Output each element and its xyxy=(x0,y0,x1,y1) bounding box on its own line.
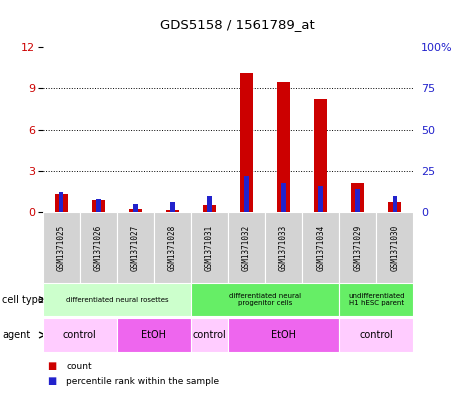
Text: percentile rank within the sample: percentile rank within the sample xyxy=(66,377,219,386)
Bar xyxy=(191,318,228,352)
Bar xyxy=(228,318,339,352)
Bar xyxy=(339,212,376,283)
Text: GSM1371031: GSM1371031 xyxy=(205,224,214,271)
Text: differentiated neural
progenitor cells: differentiated neural progenitor cells xyxy=(229,293,301,306)
Bar xyxy=(117,318,191,352)
Bar xyxy=(170,202,175,212)
Bar xyxy=(392,196,397,212)
Text: cell type: cell type xyxy=(2,295,44,305)
Bar xyxy=(117,212,154,283)
Bar xyxy=(302,212,339,283)
Bar xyxy=(339,283,413,316)
Text: GSM1371032: GSM1371032 xyxy=(242,224,251,271)
Bar xyxy=(281,182,286,212)
Text: GSM1371027: GSM1371027 xyxy=(131,224,140,271)
Bar xyxy=(133,204,138,212)
Text: GSM1371034: GSM1371034 xyxy=(316,224,325,271)
Text: GSM1371030: GSM1371030 xyxy=(390,224,399,271)
Text: GSM1371026: GSM1371026 xyxy=(94,224,103,271)
Text: EtOH: EtOH xyxy=(142,330,166,340)
Bar xyxy=(314,99,327,212)
Bar xyxy=(191,212,228,283)
Bar xyxy=(355,189,360,212)
Bar xyxy=(43,283,191,316)
Text: ■: ■ xyxy=(48,361,57,371)
Bar xyxy=(265,212,302,283)
Bar xyxy=(203,205,216,212)
Text: control: control xyxy=(63,330,97,340)
Text: EtOH: EtOH xyxy=(271,330,296,340)
Bar xyxy=(351,183,364,212)
Bar xyxy=(92,200,105,212)
Bar xyxy=(277,82,290,212)
Text: GSM1371033: GSM1371033 xyxy=(279,224,288,271)
Text: GSM1371028: GSM1371028 xyxy=(168,224,177,271)
Text: undifferentiated
H1 hESC parent: undifferentiated H1 hESC parent xyxy=(348,293,404,306)
Text: GSM1371029: GSM1371029 xyxy=(353,224,362,271)
Bar xyxy=(43,318,117,352)
Bar xyxy=(80,212,117,283)
Bar xyxy=(154,212,191,283)
Bar xyxy=(240,73,253,212)
Bar xyxy=(191,283,339,316)
Bar xyxy=(244,176,249,212)
Bar xyxy=(376,212,413,283)
Text: GDS5158 / 1561789_at: GDS5158 / 1561789_at xyxy=(160,18,315,31)
Text: ■: ■ xyxy=(48,376,57,386)
Text: GSM1371025: GSM1371025 xyxy=(57,224,66,271)
Text: control: control xyxy=(192,330,227,340)
Bar xyxy=(43,212,80,283)
Text: control: control xyxy=(359,330,393,340)
Text: agent: agent xyxy=(2,330,30,340)
Bar xyxy=(207,196,212,212)
Bar xyxy=(166,210,179,212)
Bar xyxy=(59,193,64,212)
Bar xyxy=(339,318,413,352)
Text: differentiated neural rosettes: differentiated neural rosettes xyxy=(66,297,168,303)
Bar xyxy=(318,186,323,212)
Bar xyxy=(228,212,265,283)
Bar xyxy=(129,209,142,212)
Bar xyxy=(55,194,68,212)
Bar xyxy=(388,202,401,212)
Text: count: count xyxy=(66,362,92,371)
Bar xyxy=(96,199,101,212)
